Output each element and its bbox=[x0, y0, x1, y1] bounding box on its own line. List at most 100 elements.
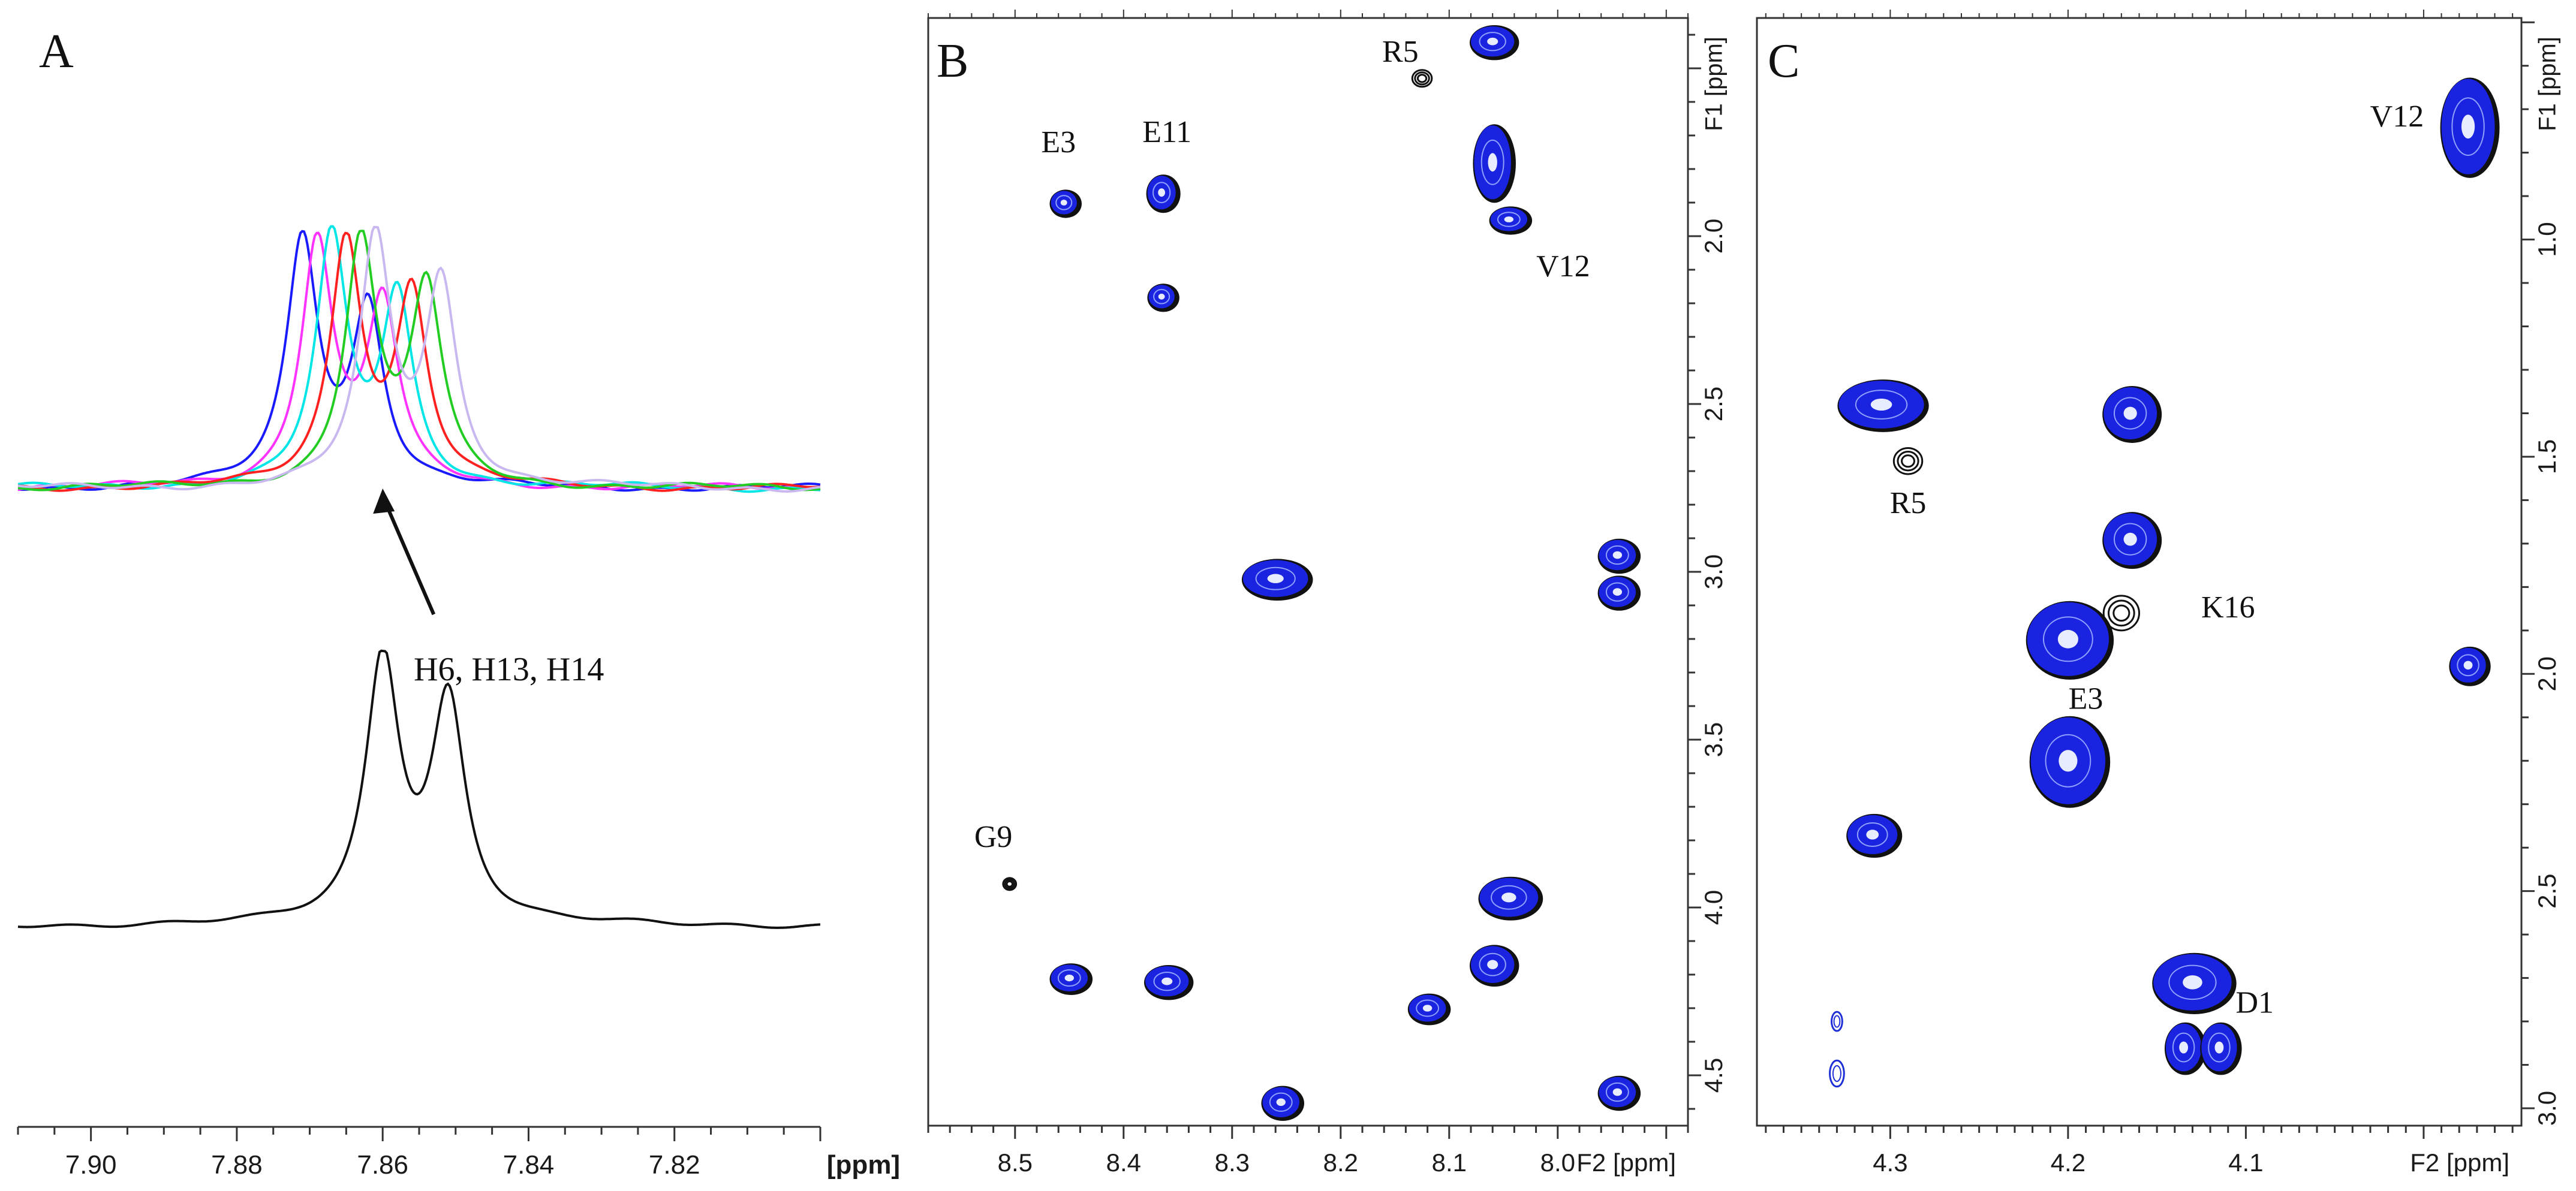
contour-core bbox=[2123, 406, 2137, 420]
contour-core bbox=[1064, 975, 1074, 982]
contour-ring bbox=[1411, 69, 1433, 88]
y-tick-label: 2.5 bbox=[1699, 387, 1728, 421]
x-tick-label: 8.2 bbox=[1323, 1148, 1358, 1177]
contour-core bbox=[1267, 574, 1284, 583]
x-axis-label: F2 [ppm] bbox=[2410, 1148, 2509, 1177]
contour-core bbox=[1422, 1005, 1433, 1012]
x-tick-label: 8.1 bbox=[1432, 1148, 1467, 1177]
x-tick-label: 7.90 bbox=[65, 1150, 117, 1180]
contour-core bbox=[2183, 975, 2202, 990]
contour-ring bbox=[2168, 964, 2217, 1000]
contour-ring bbox=[2045, 734, 2092, 788]
contour-ring bbox=[1479, 32, 1506, 52]
contour-ring bbox=[2208, 1032, 2231, 1063]
contour-core bbox=[1504, 216, 1514, 222]
contour-ring bbox=[1055, 195, 1073, 210]
x-tick-label: 8.5 bbox=[998, 1148, 1033, 1177]
contour-ring bbox=[2451, 97, 2485, 156]
contour-ring bbox=[1414, 71, 1430, 86]
contour-ring bbox=[2112, 604, 2130, 622]
series-reference-spectrum bbox=[17, 649, 821, 929]
cross-peak bbox=[1241, 559, 1313, 601]
panel-b-axes: 8.5 8.4 8.3 8.2 8.1 8.0 F2 [ppm] 2.0 2.5 3.0 3.5 4.… bbox=[927, 10, 1728, 1177]
cross-peak bbox=[1473, 124, 1516, 203]
cross-peak bbox=[2026, 601, 2114, 680]
contour-ring bbox=[1152, 182, 1171, 204]
x-tick-label: 4.1 bbox=[2228, 1148, 2263, 1177]
contour-ring bbox=[2457, 654, 2479, 677]
peak-label: G9 bbox=[974, 820, 1013, 854]
peak-label: D1 bbox=[2235, 986, 2274, 1020]
contour-core bbox=[1870, 399, 1892, 411]
peak-label: K16 bbox=[2201, 590, 2255, 625]
cross-peak bbox=[2102, 595, 2141, 632]
contour-ring bbox=[1479, 952, 1506, 976]
arrow-shaft bbox=[383, 500, 436, 616]
contour-core bbox=[2463, 661, 2473, 670]
x-axis-label: F2 [ppm] bbox=[1576, 1148, 1676, 1177]
contour-ring bbox=[2102, 595, 2141, 632]
panel-b-letter: B bbox=[937, 35, 968, 88]
panel-a-annotation: H6, H13, H14 bbox=[414, 651, 604, 688]
y-tick-label: 2.5 bbox=[2533, 873, 2561, 908]
cross-peak bbox=[1146, 174, 1181, 213]
cross-peak bbox=[2449, 646, 2491, 686]
cross-peak bbox=[1837, 379, 1929, 432]
cross-peak bbox=[2164, 1022, 2207, 1075]
y-tick-label: 4.5 bbox=[1699, 1058, 1728, 1093]
contour-core bbox=[1612, 551, 1623, 559]
x-tick-label: 7.84 bbox=[503, 1150, 555, 1180]
contour-ring bbox=[1416, 999, 1440, 1017]
cross-peak bbox=[2440, 77, 2500, 178]
panel-a-x-axis: 7.90 7.88 7.86 7.84 7.82 [ppm] bbox=[17, 1126, 900, 1180]
panel-a-letter: A bbox=[39, 25, 74, 78]
contour-ring bbox=[1269, 1092, 1293, 1112]
contour-ring bbox=[2113, 523, 2147, 556]
cross-peak bbox=[1597, 538, 1641, 574]
x-tick-label: 8.3 bbox=[1215, 1148, 1250, 1177]
series-trace-green bbox=[17, 230, 821, 492]
contour-ring bbox=[1006, 880, 1014, 888]
y-tick-label: 4.0 bbox=[1699, 890, 1728, 925]
panel-b-peaks bbox=[1002, 25, 1641, 1121]
series-trace-lavender bbox=[17, 225, 821, 493]
contour-ring bbox=[1480, 139, 1504, 185]
panel-c-labels: V12 R5 K16 E3 D1 bbox=[1890, 99, 2424, 1020]
y-tick-label: 3.5 bbox=[1699, 722, 1728, 757]
contour-ring bbox=[1897, 451, 1919, 472]
peak-label: E3 bbox=[2069, 682, 2103, 716]
x-tick-label: 8.0 bbox=[1540, 1148, 1575, 1177]
contour-ring bbox=[1831, 1011, 1843, 1032]
contour-ring bbox=[1497, 212, 1521, 227]
peak-label: E11 bbox=[1142, 115, 1191, 149]
cross-peak bbox=[1049, 963, 1093, 995]
x-tick-label: 7.86 bbox=[357, 1150, 408, 1180]
cross-peak bbox=[1147, 284, 1179, 312]
y-tick-label: 1.0 bbox=[2533, 222, 2561, 257]
contour-core bbox=[1276, 1098, 1286, 1106]
contour-ring bbox=[1255, 566, 1296, 590]
y-tick-label: 2.0 bbox=[2533, 656, 2561, 691]
contour-ring bbox=[1491, 885, 1527, 910]
arrow-head bbox=[373, 489, 395, 514]
panel-c: C V12 R5 K16 E3 D1 4.3 4.2 4.1 F2 [ppm] 1.0 1.5 2.… bbox=[1756, 10, 2561, 1177]
contour-ring bbox=[1901, 454, 1915, 468]
peak-label: V12 bbox=[1536, 249, 1590, 284]
contour-ring bbox=[2042, 616, 2093, 662]
x-axis-label: [ppm] bbox=[827, 1150, 900, 1180]
y-tick-label: 3.0 bbox=[2533, 1091, 2561, 1126]
contour-ring bbox=[1832, 1065, 1841, 1083]
cross-peak bbox=[2200, 1022, 2242, 1075]
cross-peak bbox=[1470, 25, 1519, 61]
panel-c-axes: 4.3 4.2 4.1 F2 [ppm] 1.0 1.5 2.0 2.5 3.0 F1 [ppm] bbox=[1765, 10, 2561, 1177]
cross-peak bbox=[1470, 945, 1519, 987]
y-axis-label: F1 [ppm] bbox=[2535, 37, 2561, 131]
cross-peak bbox=[2029, 716, 2111, 808]
cross-peak bbox=[1831, 1011, 1843, 1032]
contour-ring bbox=[1856, 822, 1888, 848]
contour-core bbox=[1612, 1088, 1623, 1096]
cross-peak bbox=[1597, 1075, 1641, 1111]
contour-core bbox=[1158, 293, 1165, 300]
cross-peak bbox=[2102, 386, 2162, 443]
